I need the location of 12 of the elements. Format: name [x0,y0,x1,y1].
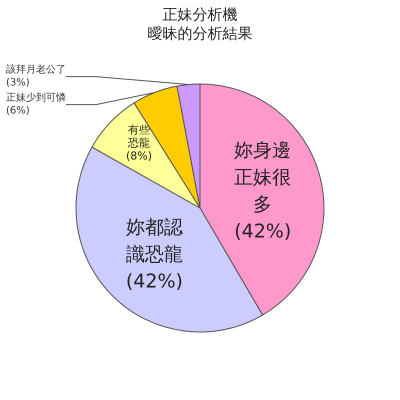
data-label: (42%) [126,270,183,292]
slice-label: 妳身邊正妹很多 [234,140,292,216]
data-label: (3%) [6,78,30,89]
slice-label: 妳都認識恐龍 [126,216,183,266]
slice-label: 有些恐龍 [126,124,150,150]
chart-title: 正妹分析機 [162,6,238,24]
data-label: (8%) [126,150,152,163]
data-label: (6%) [6,106,30,117]
data-label: (42%) [234,220,292,243]
slice-label: 該拜月老公了 [6,64,66,76]
chart-subtitle: 曖昧的分析結果 [148,24,252,42]
slice-label: 正妹少到可憐 [6,92,66,104]
